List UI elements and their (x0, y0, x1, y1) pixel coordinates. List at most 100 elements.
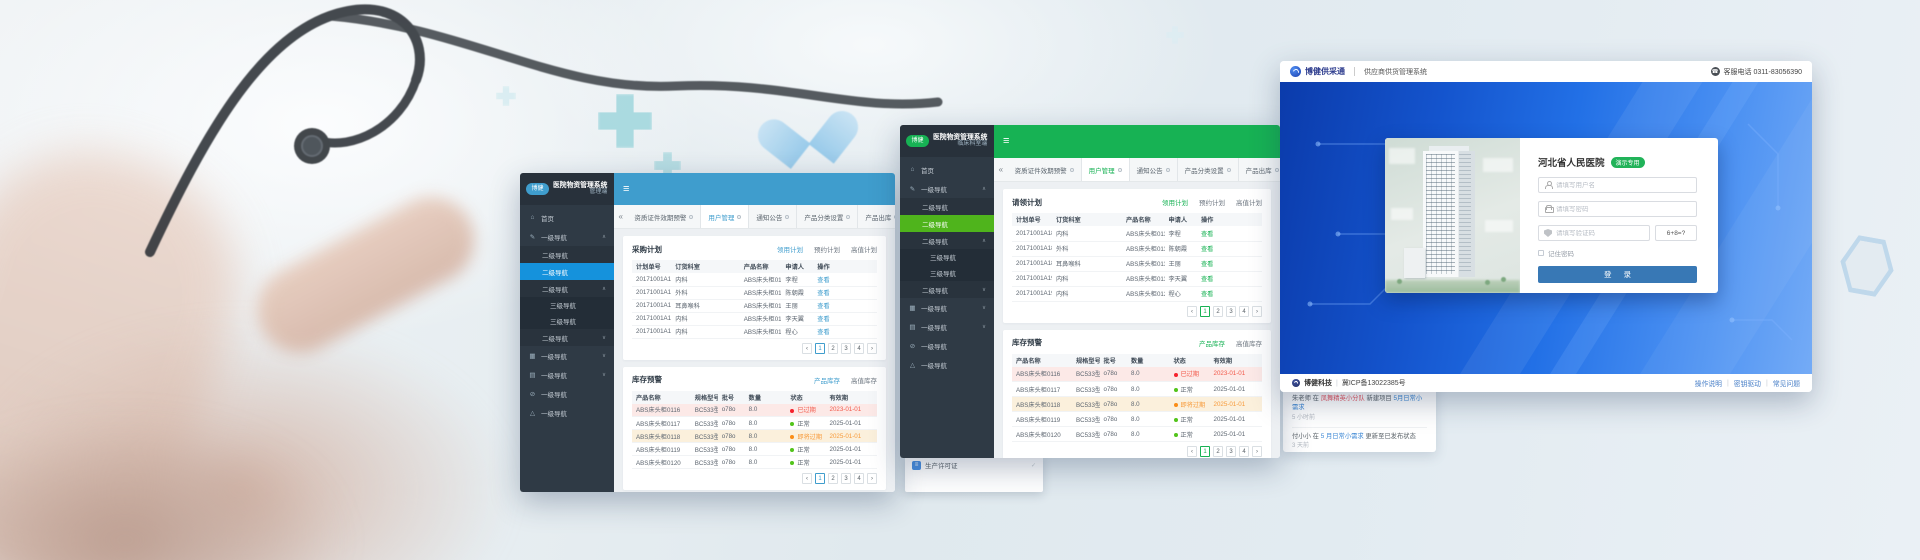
view-link[interactable]: 查看 (1201, 246, 1214, 253)
page-button[interactable]: 3 (841, 473, 851, 484)
plan-filter-link[interactable]: 预约计划 (814, 247, 840, 254)
plan-filter-link[interactable]: 领用计划 (777, 247, 803, 254)
plan-filter-link[interactable]: 高值计划 (1236, 200, 1262, 207)
page-button[interactable]: ‹ (802, 342, 812, 354)
tab[interactable]: 通知公告 (749, 205, 798, 228)
menu-toggle-icon[interactable]: ≡ (1003, 135, 1010, 147)
nav-item[interactable]: 二级导航 (900, 232, 994, 249)
nav-item[interactable]: 二级导航 (900, 198, 994, 215)
menu-toggle-icon[interactable]: ≡ (623, 182, 630, 195)
stock-filter-link[interactable]: 高值库存 (1236, 340, 1262, 348)
stock-filter-link[interactable]: 产品库存 (1199, 340, 1225, 348)
tab-close-icon[interactable] (689, 214, 694, 219)
nav-item[interactable]: 二级导航 (520, 263, 614, 280)
remember-password[interactable]: 记住密码 (1538, 248, 1697, 258)
nav-item[interactable]: 二级导航 (520, 329, 614, 346)
page-button[interactable]: › (1252, 305, 1262, 317)
password-input[interactable] (1556, 205, 1691, 213)
page-button[interactable]: ‹ (1187, 446, 1197, 457)
nav-item[interactable]: 首页 (900, 160, 994, 179)
tab-close-icon[interactable] (1069, 167, 1074, 172)
tab[interactable]: 用户管理 (701, 205, 750, 228)
view-link[interactable]: 查看 (1201, 291, 1214, 298)
view-link[interactable]: 查看 (817, 329, 830, 336)
page-button[interactable]: ‹ (1187, 305, 1197, 317)
page-button[interactable]: ‹ (802, 473, 812, 484)
nav-item[interactable]: 二级导航 (900, 281, 994, 298)
tab[interactable]: 用户管理 (1081, 158, 1130, 181)
plan-filter-link[interactable]: 预约计划 (1199, 200, 1225, 207)
tab[interactable]: 产品出库 (1238, 158, 1280, 181)
collapse-tabs-icon[interactable]: « (998, 165, 1004, 174)
page-button[interactable]: 1 (1200, 305, 1210, 317)
tab-close-icon[interactable] (846, 214, 851, 219)
page-button[interactable]: 1 (1200, 446, 1210, 457)
tab[interactable]: 通知公告 (1129, 158, 1178, 181)
collapse-tabs-icon[interactable]: « (618, 212, 623, 221)
tab[interactable]: 产品出库 (858, 205, 895, 228)
view-link[interactable]: 查看 (817, 276, 830, 284)
page-button[interactable]: 3 (1226, 305, 1236, 317)
nav-item[interactable]: 二级导航 (520, 280, 614, 297)
page-button[interactable]: 2 (828, 473, 838, 484)
feed-project-link[interactable]: 5 月日常小需求 (1320, 432, 1364, 440)
nav-item[interactable]: 一级导航 (520, 403, 614, 422)
view-link[interactable]: 查看 (817, 290, 830, 297)
footer-link-help[interactable]: 操作说明 (1694, 381, 1722, 388)
page-button[interactable]: 3 (1226, 446, 1236, 457)
page-button[interactable]: 1 (815, 342, 825, 354)
nav-item[interactable]: 一级导航 (900, 179, 994, 198)
page-button[interactable]: 3 (841, 342, 851, 354)
view-link[interactable]: 查看 (1201, 230, 1214, 238)
nav-item[interactable]: 三级导航 (520, 297, 614, 313)
plan-filter-link[interactable]: 高值计划 (851, 247, 877, 254)
page-button[interactable]: 4 (854, 342, 864, 354)
nav-item[interactable]: 一级导航 (900, 355, 994, 374)
nav-item[interactable]: 一级导航 (520, 227, 614, 246)
nav-item[interactable]: 二级导航 (900, 215, 994, 232)
nav-item[interactable]: 三级导航 (520, 313, 614, 329)
stock-filter-link[interactable]: 产品库存 (814, 377, 840, 385)
nav-item[interactable]: 一级导航 (520, 365, 614, 384)
captcha-input[interactable] (1556, 229, 1644, 237)
page-button[interactable]: 4 (1239, 305, 1249, 317)
view-link[interactable]: 查看 (1201, 276, 1214, 283)
plan-filter-link[interactable]: 领用计划 (1162, 200, 1188, 207)
page-button[interactable]: › (867, 342, 877, 354)
stock-filter-link[interactable]: 高值库存 (851, 377, 877, 385)
page-button[interactable]: › (867, 473, 877, 484)
view-link[interactable]: 查看 (817, 316, 830, 323)
nav-item[interactable]: 二级导航 (520, 246, 614, 263)
tab-close-icon[interactable] (1165, 167, 1170, 172)
feed-team-link[interactable]: 凤舞精英小分队 (1320, 395, 1365, 402)
tab-close-icon[interactable] (1226, 167, 1231, 172)
nav-item[interactable]: 一级导航 (900, 298, 994, 317)
tab[interactable]: 资质证件效期预警 (1007, 158, 1082, 181)
footer-link-faq[interactable]: 常见问题 (1772, 381, 1800, 388)
page-button[interactable]: 2 (828, 342, 838, 354)
tab-close-icon[interactable] (737, 214, 742, 219)
feed-project-link[interactable]: 5月日常小需求 (1292, 395, 1423, 412)
tab-close-icon[interactable] (894, 214, 895, 219)
view-link[interactable]: 查看 (1201, 261, 1214, 268)
list-item[interactable]: ≡ 生产许可证 ✓ (912, 460, 1036, 470)
nav-item[interactable]: 一级导航 (900, 317, 994, 336)
tab-close-icon[interactable] (785, 214, 790, 219)
remember-checkbox[interactable] (1538, 250, 1544, 256)
tab-close-icon[interactable] (1117, 167, 1122, 172)
footer-link-key-driver[interactable]: 密钥驱动 (1733, 381, 1761, 388)
page-button[interactable]: 4 (854, 473, 864, 484)
nav-item[interactable]: 一级导航 (520, 384, 614, 403)
tab[interactable]: 资质证件效期预警 (627, 205, 702, 228)
tab[interactable]: 产品分类设置 (797, 205, 859, 228)
nav-item[interactable]: 一级导航 (900, 336, 994, 355)
tab-close-icon[interactable] (1274, 167, 1279, 172)
nav-item[interactable]: 首页 (520, 208, 614, 227)
nav-item[interactable]: 三级导航 (900, 249, 994, 265)
page-button[interactable]: › (1252, 446, 1262, 457)
username-input[interactable] (1556, 181, 1691, 189)
login-button[interactable]: 登 录 (1538, 266, 1697, 283)
view-link[interactable]: 查看 (817, 303, 830, 310)
page-button[interactable]: 4 (1239, 446, 1249, 457)
tab[interactable]: 产品分类设置 (1177, 158, 1239, 181)
